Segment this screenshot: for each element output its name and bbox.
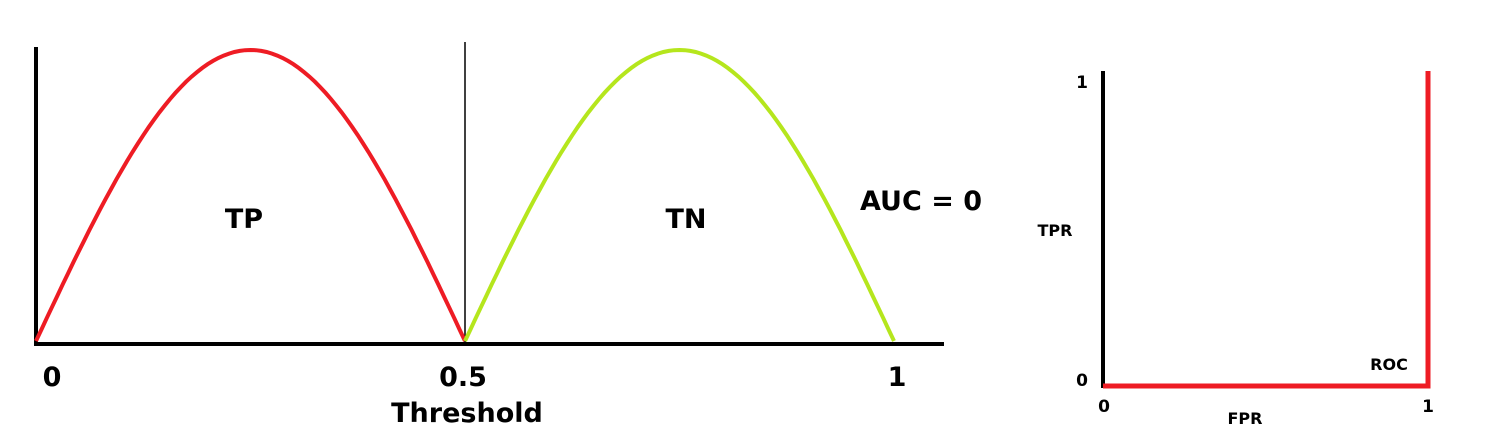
tn-curve (463, 47, 896, 342)
distribution-chart: TP TN AUC = 0 0 0.5 1 Threshold (34, 42, 982, 429)
roc-x-tick-0: 0 (1098, 397, 1110, 417)
roc-x-axis-label: FPR (1228, 409, 1263, 428)
x-tick-0: 0 (43, 362, 62, 393)
x-tick-1: 1 (888, 362, 907, 393)
auc-annotation: AUC = 0 (860, 186, 982, 217)
roc-y-tick-1: 1 (1076, 73, 1088, 93)
tp-curve (34, 47, 467, 342)
roc-curve (1103, 71, 1431, 389)
roc-y-axis-label: TPR (1038, 221, 1073, 240)
roc-chart: 1 0 TPR 0 1 FPR ROC (1038, 71, 1434, 428)
roc-x-tick-1: 1 (1422, 397, 1434, 417)
roc-series-label: ROC (1370, 355, 1408, 374)
tp-label: TP (225, 204, 263, 235)
roc-y-tick-0: 0 (1076, 371, 1088, 391)
tn-label: TN (665, 204, 706, 235)
x-tick-0.5: 0.5 (439, 362, 487, 393)
x-axis-label: Threshold (391, 398, 543, 429)
